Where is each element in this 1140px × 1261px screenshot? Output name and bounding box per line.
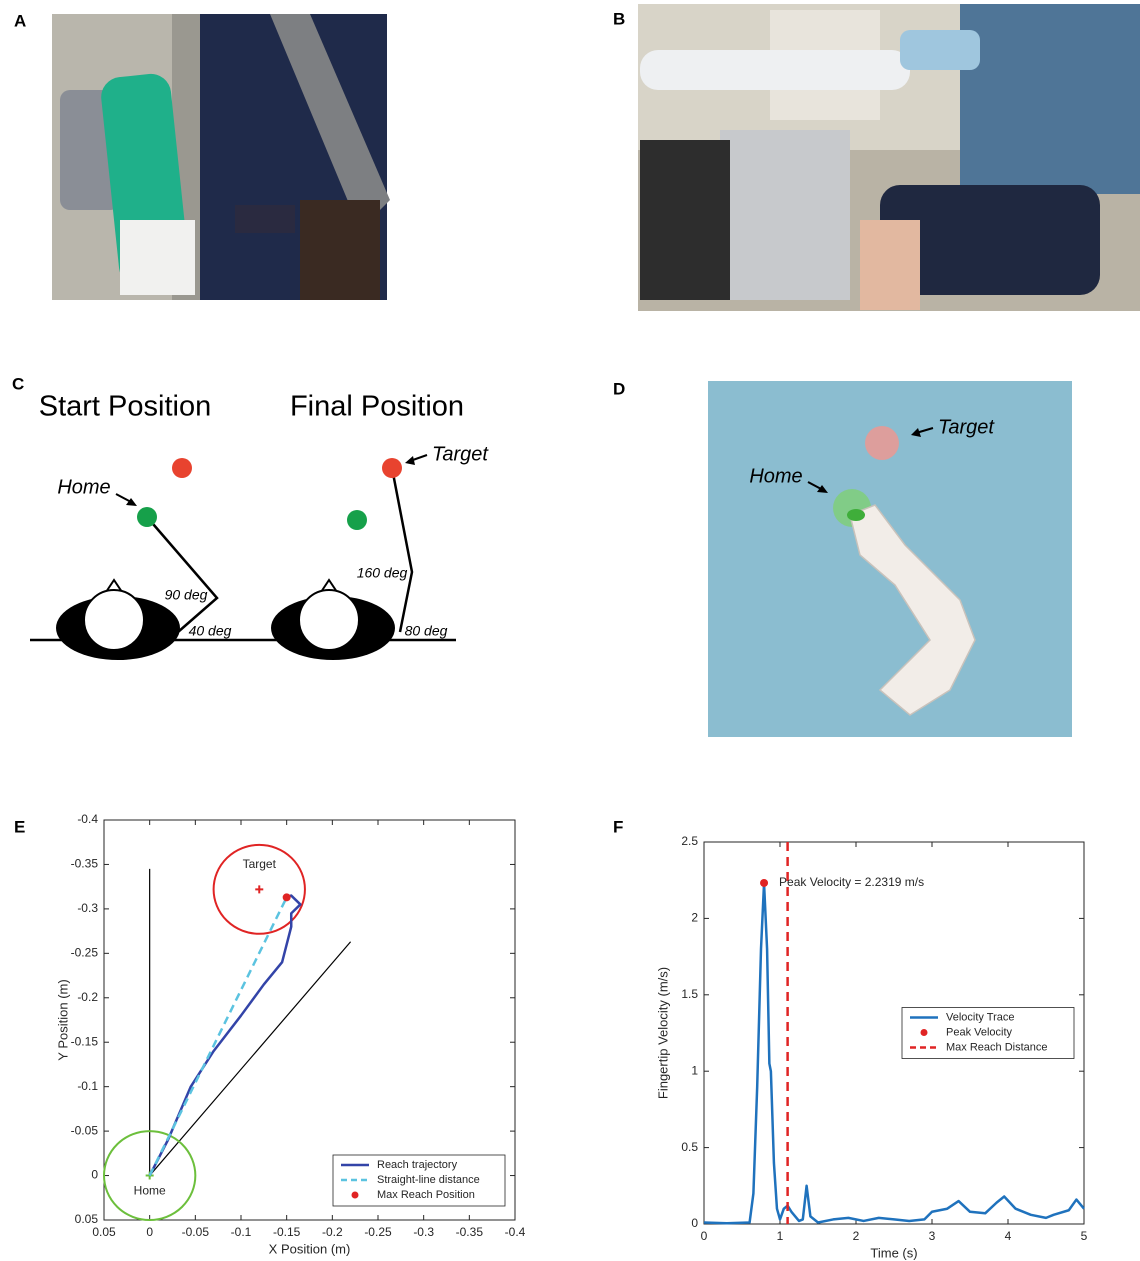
head [84, 590, 144, 650]
x-tick-label: 3 [929, 1229, 936, 1243]
diagram-d: Target Home [708, 381, 1072, 737]
y-tick-label: 0.05 [75, 1212, 99, 1226]
chart: 0.05 0 -0.05 -0.1 -0.15 -0.2 -0.25 -0.3 -0.35 -0.… [55, 812, 525, 1256]
y-tick-label: 0 [91, 1168, 98, 1182]
y-tick-label: 2.5 [681, 834, 698, 848]
x-tick-label: -0.25 [364, 1225, 392, 1239]
legend-label: Peak Velocity [946, 1026, 1013, 1038]
x-tick-label: -0.4 [505, 1225, 526, 1239]
y-tick-label: -0.15 [71, 1034, 99, 1048]
annotation: Target [243, 857, 277, 871]
legend-swatch [921, 1029, 928, 1036]
marker [760, 879, 768, 887]
x-tick-label: -0.35 [456, 1225, 484, 1239]
target-label: Target [432, 443, 489, 465]
x-tick-label: 0 [701, 1229, 708, 1243]
annotation: Home [134, 1183, 166, 1197]
fingertip [847, 509, 865, 521]
y-tick-label: 0 [691, 1216, 698, 1230]
diagram-title: Start Position [39, 391, 211, 423]
photo-b [638, 4, 1140, 311]
target-label: Target [938, 416, 995, 438]
home-dot [137, 507, 157, 527]
x-tick-label: -0.2 [322, 1225, 343, 1239]
figure: A B C D E F Start Position Final Positio… [0, 0, 1140, 1261]
diagram-title: Final Position [290, 391, 464, 423]
arm [392, 468, 412, 632]
y-tick-label: 0.5 [681, 1140, 698, 1154]
legend-label: Velocity Trace [946, 1011, 1014, 1023]
legend-swatch [352, 1192, 359, 1199]
photo-a [52, 14, 390, 300]
x-tick-label: -0.1 [231, 1225, 252, 1239]
target-dot [172, 458, 192, 478]
home-label: Home [749, 465, 802, 487]
chart: 0 1 2 3 4 5 0 0.5 1 1.5 2 2.5 Time (s) Fingertip Velo… [655, 834, 1087, 1260]
arrow-head [405, 456, 415, 465]
x-axis-label: X Position (m) [269, 1241, 351, 1256]
legend-label: Straight-line distance [377, 1174, 480, 1186]
x-tick-label: 0 [146, 1225, 153, 1239]
y-tick-label: -0.2 [77, 990, 98, 1004]
y-tick-label: -0.1 [77, 1079, 98, 1093]
y-tick-label: -0.35 [71, 857, 99, 871]
angle-label: 40 deg [189, 623, 232, 639]
panel-label: D [613, 379, 625, 398]
legend-label: Reach trajectory [377, 1159, 458, 1171]
angle-label: 90 deg [165, 587, 208, 603]
panel-label: B [613, 9, 625, 28]
head [299, 590, 359, 650]
y-tick-label: -0.05 [71, 1123, 99, 1137]
y-tick-label: 2 [691, 911, 698, 925]
x-tick-label: 2 [853, 1229, 860, 1243]
panel-label: C [12, 374, 24, 393]
y-tick-label: -0.4 [77, 812, 98, 826]
x-axis-label: Time (s) [870, 1245, 917, 1260]
home-label: Home [57, 476, 110, 498]
annotation: Peak Velocity = 2.2319 m/s [779, 875, 924, 889]
y-tick-label: 1.5 [681, 987, 698, 1001]
y-tick-label: -0.25 [71, 946, 99, 960]
angle-label: 160 deg [357, 565, 408, 581]
legend-label: Max Reach Distance [946, 1041, 1048, 1053]
legend-label: Max Reach Position [377, 1189, 475, 1201]
home-dot [347, 510, 367, 530]
y-axis-label: Fingertip Velocity (m/s) [655, 967, 670, 1099]
y-tick-label: -0.3 [77, 901, 98, 915]
target-dot [382, 458, 402, 478]
panel-label: A [14, 11, 26, 30]
marker [283, 893, 291, 901]
target-sphere [865, 426, 899, 460]
x-tick-label: 1 [777, 1229, 784, 1243]
y-axis-label: Y Position (m) [55, 979, 70, 1060]
x-tick-label: -0.15 [273, 1225, 301, 1239]
diagram-c: Start Position Final Position Home Targe… [30, 391, 489, 660]
x-tick-label: -0.05 [182, 1225, 210, 1239]
x-tick-label: 4 [1005, 1229, 1012, 1243]
x-tick-label: 5 [1081, 1229, 1088, 1243]
y-tick-label: 1 [691, 1063, 698, 1077]
panel-label: E [14, 817, 25, 836]
angle-label: 80 deg [405, 623, 448, 639]
x-tick-label: -0.3 [413, 1225, 434, 1239]
x-tick-label: 0.05 [92, 1225, 116, 1239]
panel-label: F [613, 817, 623, 836]
